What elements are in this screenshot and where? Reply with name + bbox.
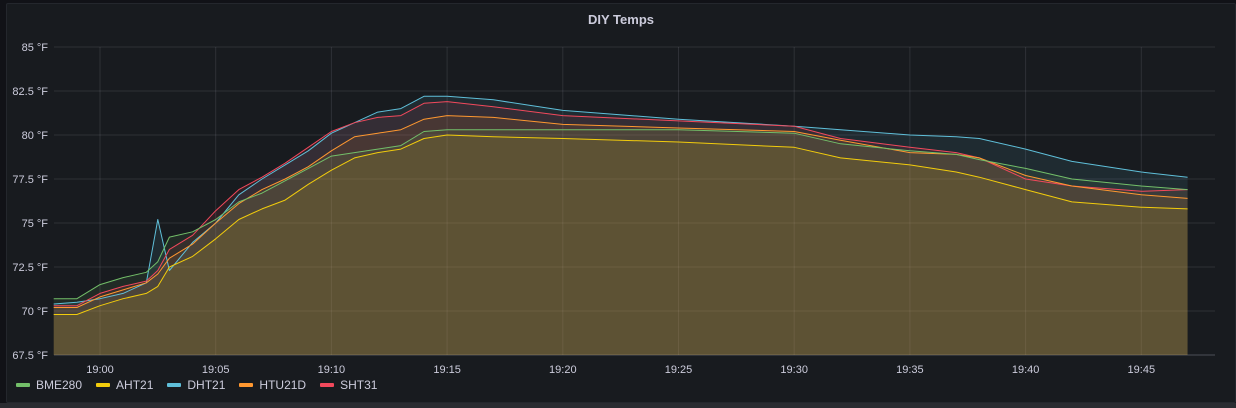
legend-swatch-icon xyxy=(96,383,111,387)
svg-text:19:35: 19:35 xyxy=(896,364,924,376)
legend-item-sht31[interactable]: SHT31 xyxy=(320,378,377,392)
svg-text:19:15: 19:15 xyxy=(433,364,461,376)
legend-item-bme280[interactable]: BME280 xyxy=(16,378,82,392)
legend-item-aht21[interactable]: AHT21 xyxy=(96,378,153,392)
bottom-strip xyxy=(0,403,1236,408)
panel-title: DIY Temps xyxy=(588,12,654,27)
svg-text:19:00: 19:00 xyxy=(86,364,114,376)
legend-label: AHT21 xyxy=(116,378,154,392)
svg-text:80 °F: 80 °F xyxy=(22,130,49,142)
svg-text:75 °F: 75 °F xyxy=(22,218,49,230)
legend-label: HTU21D xyxy=(259,378,307,392)
legend: BME280 AHT21 DHT21 HTU21D SHT31 xyxy=(16,378,377,392)
legend-swatch-icon xyxy=(320,383,335,387)
svg-text:19:40: 19:40 xyxy=(1012,364,1040,376)
grid-lines xyxy=(54,46,1215,356)
series-areas xyxy=(53,96,1188,356)
x-axis: 19:00 19:05 19:10 19:15 19:20 19:25 19:30 19:35… xyxy=(86,364,1155,376)
svg-text:19:05: 19:05 xyxy=(202,364,230,376)
series-lines xyxy=(53,95,1188,315)
svg-text:72.5 °F: 72.5 °F xyxy=(12,262,48,274)
legend-swatch-icon xyxy=(239,383,254,387)
legend-item-htu21d[interactable]: HTU21D xyxy=(239,378,306,392)
legend-label: SHT31 xyxy=(340,378,378,392)
legend-label: BME280 xyxy=(36,378,83,392)
svg-text:19:30: 19:30 xyxy=(780,364,808,376)
svg-text:82.5 °F: 82.5 °F xyxy=(12,86,48,98)
svg-text:19:45: 19:45 xyxy=(1128,364,1156,376)
legend-item-dht21[interactable]: DHT21 xyxy=(167,378,225,392)
svg-text:70 °F: 70 °F xyxy=(22,306,49,318)
legend-swatch-icon xyxy=(167,383,182,387)
svg-text:85 °F: 85 °F xyxy=(22,42,49,54)
svg-text:19:20: 19:20 xyxy=(549,364,577,376)
y-axis: 85 °F 82.5 °F 80 °F 77.5 °F 75 °F 72.5 °F 70 °… xyxy=(12,42,48,362)
svg-text:67.5 °F: 67.5 °F xyxy=(12,350,48,362)
legend-swatch-icon xyxy=(16,383,30,387)
svg-text:77.5 °F: 77.5 °F xyxy=(12,174,48,186)
legend-label: DHT21 xyxy=(187,378,226,392)
svg-text:19:10: 19:10 xyxy=(318,364,346,376)
svg-text:19:25: 19:25 xyxy=(665,364,693,376)
chart-panel: DIY Temps xyxy=(6,3,1236,403)
